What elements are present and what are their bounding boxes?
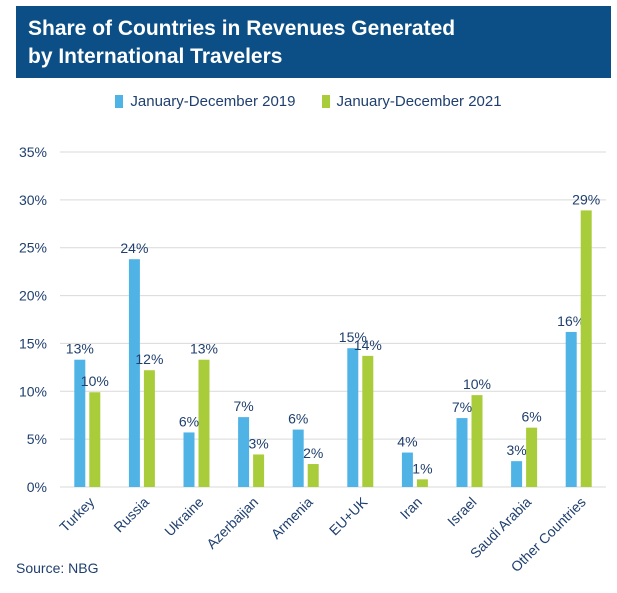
data-label-2021-eu-uk: 14% xyxy=(354,337,382,353)
bar-2019-russia xyxy=(128,259,140,487)
data-label-2019-azerbaijan: 7% xyxy=(233,398,253,414)
x-tick-label-eu-uk: EU+UK xyxy=(326,493,371,538)
bar-2021-other-countries xyxy=(580,210,592,487)
legend-item-2019: January-December 2019 xyxy=(115,93,296,110)
chart-title-line-2: by International Travelers xyxy=(28,45,283,68)
bar-2019-other-countries xyxy=(565,331,577,487)
data-label-2019-eu-uk: 15% xyxy=(339,329,367,345)
y-tick-label-30: 30% xyxy=(19,192,47,208)
bar-2019-eu-uk xyxy=(347,348,359,487)
x-tick-label-turkey: Turkey xyxy=(56,494,97,535)
data-label-2021-other-countries: 29% xyxy=(572,191,600,207)
bar-2021-eu-uk xyxy=(362,355,374,487)
legend-item-2021: January-December 2021 xyxy=(321,93,502,110)
data-label-2021-azerbaijan: 3% xyxy=(248,435,268,451)
y-tick-label-0: 0% xyxy=(27,479,47,495)
x-tick-label-ukraine: Ukraine xyxy=(161,494,207,540)
y-tick-label-20: 20% xyxy=(19,288,47,304)
chart-title-banner: Share of Countries in Revenues Generated… xyxy=(16,6,611,78)
data-label-2019-israel: 7% xyxy=(452,399,472,415)
bar-2019-saudi-arabia xyxy=(511,461,523,487)
legend-swatch-2019 xyxy=(115,95,124,108)
data-label-2019-russia: 24% xyxy=(120,240,148,256)
legend-label-2019: January-December 2019 xyxy=(130,93,296,110)
data-label-2019-other-countries: 16% xyxy=(557,313,585,329)
legend-label-2021: January-December 2021 xyxy=(336,93,502,110)
data-label-2019-turkey: 13% xyxy=(66,341,94,357)
bar-2019-turkey xyxy=(74,359,86,487)
bar-2021-turkey xyxy=(89,392,101,487)
data-label-2021-saudi-arabia: 6% xyxy=(521,409,541,425)
x-tick-label-armenia: Armenia xyxy=(268,494,316,542)
x-tick-label-israel: Israel xyxy=(444,494,480,530)
source-note: Source: NBG xyxy=(16,560,99,576)
y-tick-label-5: 5% xyxy=(27,431,47,447)
data-label-2021-israel: 10% xyxy=(463,376,491,392)
y-tick-label-15: 15% xyxy=(19,335,47,351)
data-label-2019-ukraine: 6% xyxy=(179,413,199,429)
y-tick-label-10: 10% xyxy=(19,383,47,399)
bar-2021-israel xyxy=(471,395,483,487)
bar-2021-ukraine xyxy=(198,359,210,487)
data-label-2021-armenia: 2% xyxy=(303,445,323,461)
data-label-2019-iran: 4% xyxy=(397,434,417,450)
legend-swatch-2021 xyxy=(321,95,330,108)
chart-title-line-1: Share of Countries in Revenues Generated xyxy=(28,17,456,40)
data-label-2019-saudi-arabia: 3% xyxy=(506,442,526,458)
bar-2019-azerbaijan xyxy=(238,417,250,487)
x-tick-label-russia: Russia xyxy=(110,494,152,536)
bar-2021-saudi-arabia xyxy=(526,427,538,487)
bar-2019-armenia xyxy=(292,429,304,487)
data-label-2021-iran: 1% xyxy=(412,460,432,476)
bar-2019-iran xyxy=(401,452,413,487)
data-label-2021-turkey: 10% xyxy=(81,373,109,389)
data-label-2021-russia: 12% xyxy=(135,351,163,367)
y-tick-label-35: 35% xyxy=(19,144,47,160)
data-label-2021-ukraine: 13% xyxy=(190,341,218,357)
x-tick-label-iran: Iran xyxy=(397,494,425,522)
x-tick-label-azerbaijan: Azerbaijan xyxy=(203,494,261,552)
bar-2019-ukraine xyxy=(183,432,195,487)
data-label-2019-armenia: 6% xyxy=(288,411,308,427)
bar-2021-armenia xyxy=(307,464,319,487)
bar-2019-israel xyxy=(456,418,468,487)
bar-2021-azerbaijan xyxy=(253,454,265,487)
bar-2021-iran xyxy=(416,479,428,487)
bar-2021-russia xyxy=(143,370,155,487)
chart-legend: January-December 2019 January-December 2… xyxy=(0,93,617,110)
y-tick-label-25: 25% xyxy=(19,240,47,256)
